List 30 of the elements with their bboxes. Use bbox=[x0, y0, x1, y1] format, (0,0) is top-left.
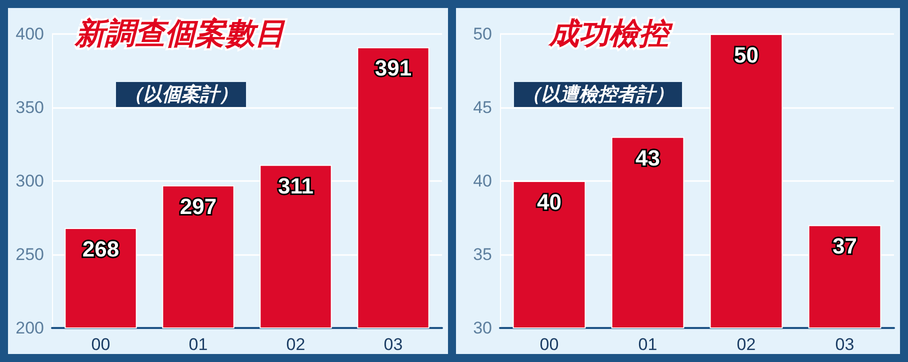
x-tick-label: 01 bbox=[638, 335, 658, 354]
x-tick-label: 00 bbox=[540, 335, 559, 354]
y-tick-label: 250 bbox=[16, 245, 44, 264]
text: （以遭檢控者計） bbox=[522, 84, 674, 106]
data-label: 43 bbox=[636, 145, 660, 170]
data-label: 37 bbox=[832, 234, 857, 259]
data-label: 268 bbox=[82, 236, 120, 262]
x-tick-label: 01 bbox=[188, 335, 208, 354]
y-tick-label: 30 bbox=[473, 318, 492, 338]
y-tick-label: 35 bbox=[473, 245, 492, 264]
x-tick-label: 03 bbox=[384, 335, 403, 354]
y-tick-label: 45 bbox=[473, 98, 492, 117]
y-tick-label: 50 bbox=[473, 24, 492, 44]
x-tick-label: 00 bbox=[91, 335, 110, 354]
data-label: 311 bbox=[278, 173, 314, 198]
data-label: 391 bbox=[374, 56, 412, 81]
y-tick-label: 300 bbox=[16, 172, 44, 190]
data-label: 40 bbox=[537, 190, 562, 214]
y-tick-label: 350 bbox=[16, 98, 44, 117]
chart-title: 成功檢控 bbox=[548, 16, 673, 52]
x-tick-label: 02 bbox=[286, 335, 306, 354]
y-tick-label: 400 bbox=[16, 24, 44, 44]
data-label: 297 bbox=[180, 194, 217, 219]
chart-title: 新調查個案數目 bbox=[74, 16, 286, 52]
data-label: 50 bbox=[734, 42, 758, 68]
x-tick-label: 03 bbox=[835, 335, 854, 354]
y-tick-label: 200 bbox=[16, 318, 44, 338]
y-tick-label: 40 bbox=[473, 172, 492, 190]
text: （以個案計） bbox=[124, 84, 238, 106]
x-tick-label: 02 bbox=[736, 335, 756, 354]
